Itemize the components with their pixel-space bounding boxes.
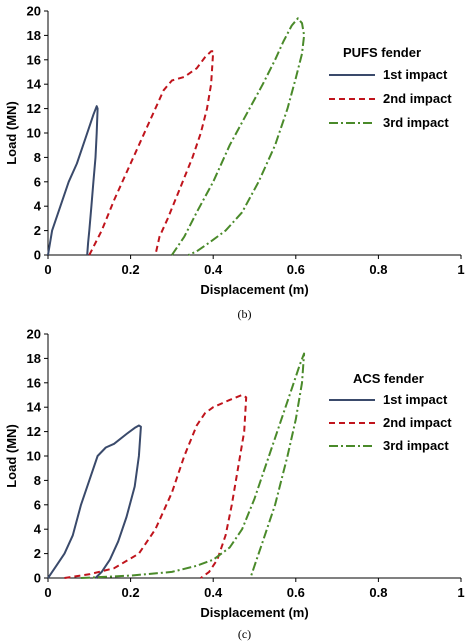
y-tick-label: 18 bbox=[27, 351, 41, 366]
series-line-3 bbox=[171, 17, 306, 256]
legend-label-3: 3rd impact bbox=[383, 115, 449, 130]
y-tick-label: 0 bbox=[34, 248, 41, 263]
chart-1: 0 2 4 6 8 10 12 14 16 18 20 0 0.2 0.4 0.6 0.8 1 Displacem… bbox=[4, 4, 465, 322]
y-tick-label: 14 bbox=[27, 400, 42, 415]
y-tick-label: 4 bbox=[34, 522, 42, 537]
y-tick-label: 8 bbox=[34, 150, 41, 165]
x-tick-label: 0.2 bbox=[122, 262, 140, 277]
y-tick-label: 2 bbox=[34, 546, 41, 561]
series-line-3 bbox=[80, 352, 306, 579]
x-tick-label: 0.8 bbox=[369, 585, 387, 600]
legend-label-2: 2nd impact bbox=[383, 91, 452, 106]
x-tick-label: 0.6 bbox=[287, 585, 305, 600]
y-tick-label: 20 bbox=[27, 4, 41, 19]
y-tick-label: 16 bbox=[27, 375, 41, 390]
y-tick-label: 6 bbox=[34, 497, 41, 512]
x-tick-label: 0.2 bbox=[122, 585, 140, 600]
x-tick-label: 0 bbox=[44, 585, 51, 600]
legend-title: ACS fender bbox=[353, 371, 424, 386]
series-line-2 bbox=[64, 394, 248, 579]
figure-caption: (b) bbox=[238, 307, 252, 321]
x-tick-label: 0.4 bbox=[204, 585, 223, 600]
legend-label-1: 1st impact bbox=[383, 392, 448, 407]
x-tick-label: 0.6 bbox=[287, 262, 305, 277]
y-tick-label: 8 bbox=[34, 473, 41, 488]
x-tick-label: 0.8 bbox=[369, 262, 387, 277]
series-line-1 bbox=[47, 105, 99, 256]
y-tick-label: 12 bbox=[27, 424, 41, 439]
figure-caption: (c) bbox=[238, 627, 251, 641]
series-line-2 bbox=[88, 50, 215, 256]
y-tick-label: 10 bbox=[27, 126, 41, 141]
y-tick-label: 10 bbox=[27, 449, 41, 464]
series-line-1 bbox=[47, 424, 142, 579]
chart-2: 0 2 4 6 8 10 12 14 16 18 20 0 0.2 0.4 0.6 0.8 1 Displacem… bbox=[4, 327, 465, 642]
y-tick-label: 20 bbox=[27, 327, 41, 342]
y-tick-label: 18 bbox=[27, 28, 41, 43]
y-tick-label: 6 bbox=[34, 174, 41, 189]
y-tick-label: 2 bbox=[34, 223, 41, 238]
x-tick-label: 0 bbox=[44, 262, 51, 277]
y-tick-label: 0 bbox=[34, 571, 41, 586]
legend-title: PUFS fender bbox=[343, 45, 421, 60]
y-axis-title: Load (MN) bbox=[4, 101, 19, 165]
y-tick-label: 4 bbox=[34, 199, 42, 214]
x-tick-label: 1 bbox=[457, 262, 464, 277]
x-tick-label: 0.4 bbox=[204, 262, 223, 277]
legend-label-2: 2nd impact bbox=[383, 415, 452, 430]
legend-label-3: 3rd impact bbox=[383, 438, 449, 453]
y-tick-label: 16 bbox=[27, 52, 41, 67]
x-axis-title: Displacement (m) bbox=[200, 605, 308, 620]
x-tick-label: 1 bbox=[457, 585, 464, 600]
legend-label-1: 1st impact bbox=[383, 67, 448, 82]
y-tick-label: 14 bbox=[27, 77, 42, 92]
x-axis-title: Displacement (m) bbox=[200, 282, 308, 297]
y-tick-label: 12 bbox=[27, 101, 41, 116]
y-axis-title: Load (MN) bbox=[4, 424, 19, 488]
